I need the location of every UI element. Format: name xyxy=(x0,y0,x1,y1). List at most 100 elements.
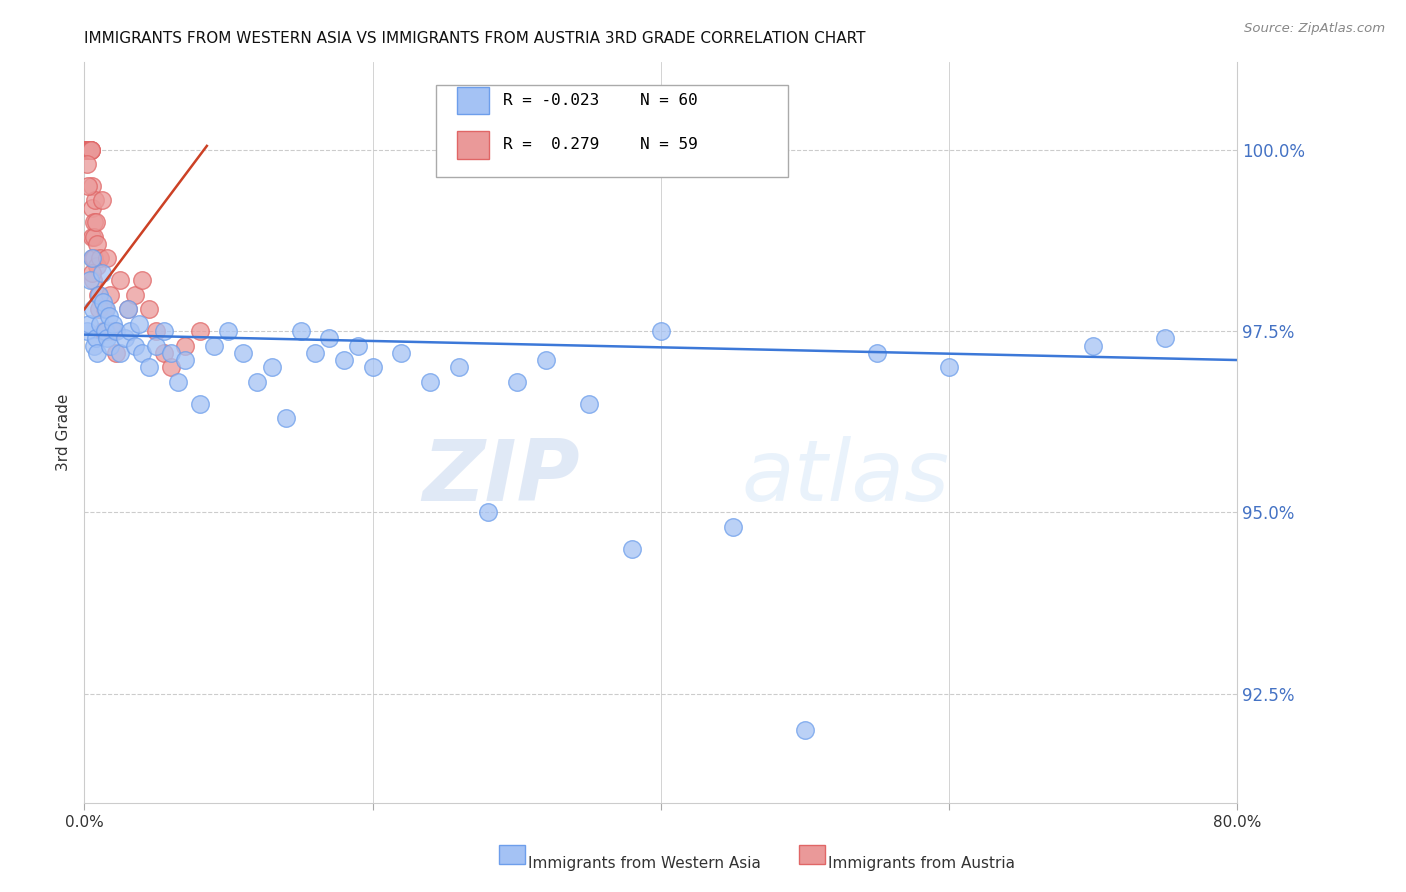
Point xyxy=(506,375,529,389)
Point xyxy=(83,252,105,266)
Point xyxy=(80,143,103,157)
Point xyxy=(98,338,121,352)
Point xyxy=(232,345,254,359)
Point xyxy=(621,541,644,556)
Text: Immigrants from Western Asia: Immigrants from Western Asia xyxy=(529,856,761,871)
Point xyxy=(276,411,298,425)
Point xyxy=(79,143,101,157)
Bar xyxy=(799,845,824,863)
Point xyxy=(794,723,817,738)
Bar xyxy=(436,85,787,178)
Point xyxy=(82,229,104,244)
Point xyxy=(333,353,356,368)
Point xyxy=(75,143,97,157)
Point xyxy=(93,302,115,317)
Point xyxy=(105,324,128,338)
Point xyxy=(105,345,128,359)
Point xyxy=(80,201,103,215)
Point xyxy=(82,302,104,317)
Point xyxy=(91,324,114,338)
Point xyxy=(98,287,121,301)
Point xyxy=(117,302,139,317)
Point xyxy=(96,331,118,345)
Point xyxy=(304,345,326,359)
Point xyxy=(83,215,105,229)
Point xyxy=(84,194,107,208)
Point xyxy=(160,360,183,375)
Bar xyxy=(457,131,489,159)
Text: N = 59: N = 59 xyxy=(640,137,697,153)
Point xyxy=(87,287,110,301)
Point xyxy=(938,360,960,375)
Point xyxy=(79,143,101,157)
Point xyxy=(89,317,111,331)
Point xyxy=(290,324,312,338)
Point xyxy=(260,360,283,375)
Point xyxy=(82,252,104,266)
Text: R =  0.279: R = 0.279 xyxy=(503,137,599,153)
Point xyxy=(124,338,146,352)
Bar xyxy=(457,87,489,114)
Point xyxy=(80,143,103,157)
Point xyxy=(391,345,413,359)
Point xyxy=(188,324,211,338)
Point xyxy=(83,338,105,352)
Point xyxy=(77,143,100,157)
Point xyxy=(103,317,124,331)
Point xyxy=(145,324,167,338)
Point xyxy=(76,143,98,157)
Y-axis label: 3rd Grade: 3rd Grade xyxy=(56,394,72,471)
Point xyxy=(202,338,225,352)
Point xyxy=(84,215,107,229)
Point xyxy=(80,178,103,193)
Point xyxy=(174,353,197,368)
Point xyxy=(79,143,101,157)
Point xyxy=(86,345,108,359)
Point xyxy=(152,345,174,359)
Point xyxy=(110,273,132,287)
Text: Immigrants from Austria: Immigrants from Austria xyxy=(828,856,1015,871)
Point xyxy=(87,287,110,301)
Point xyxy=(650,324,672,338)
Point xyxy=(1154,331,1177,345)
Point xyxy=(76,143,98,157)
Point xyxy=(82,252,104,266)
Point xyxy=(90,194,112,208)
Point xyxy=(188,396,211,410)
Point xyxy=(174,338,197,352)
Point xyxy=(80,266,103,280)
Point xyxy=(80,252,103,266)
Point xyxy=(77,317,100,331)
Point xyxy=(97,310,120,324)
Point xyxy=(347,338,370,352)
Point xyxy=(110,345,132,359)
Point xyxy=(138,302,160,317)
Point xyxy=(91,295,114,310)
Point xyxy=(152,324,174,338)
Point xyxy=(77,143,100,157)
Text: atlas: atlas xyxy=(741,435,949,518)
Text: ZIP: ZIP xyxy=(422,435,581,518)
Point xyxy=(114,331,136,345)
Point xyxy=(83,229,105,244)
Point xyxy=(218,324,240,338)
Point xyxy=(103,324,124,338)
Point xyxy=(89,252,111,266)
Point xyxy=(76,143,98,157)
Text: N = 60: N = 60 xyxy=(640,93,697,108)
Text: Source: ZipAtlas.com: Source: ZipAtlas.com xyxy=(1244,22,1385,36)
Point xyxy=(160,345,183,359)
Text: R = -0.023: R = -0.023 xyxy=(503,93,599,108)
Bar xyxy=(499,845,524,863)
Point xyxy=(94,324,117,338)
Point xyxy=(82,273,104,287)
Point xyxy=(167,375,190,389)
Point xyxy=(93,324,115,338)
Point xyxy=(75,143,97,157)
Point xyxy=(578,396,600,410)
Point xyxy=(76,157,98,171)
Point xyxy=(131,345,153,359)
Point xyxy=(75,143,97,157)
Point xyxy=(76,143,98,157)
Point xyxy=(77,178,100,193)
